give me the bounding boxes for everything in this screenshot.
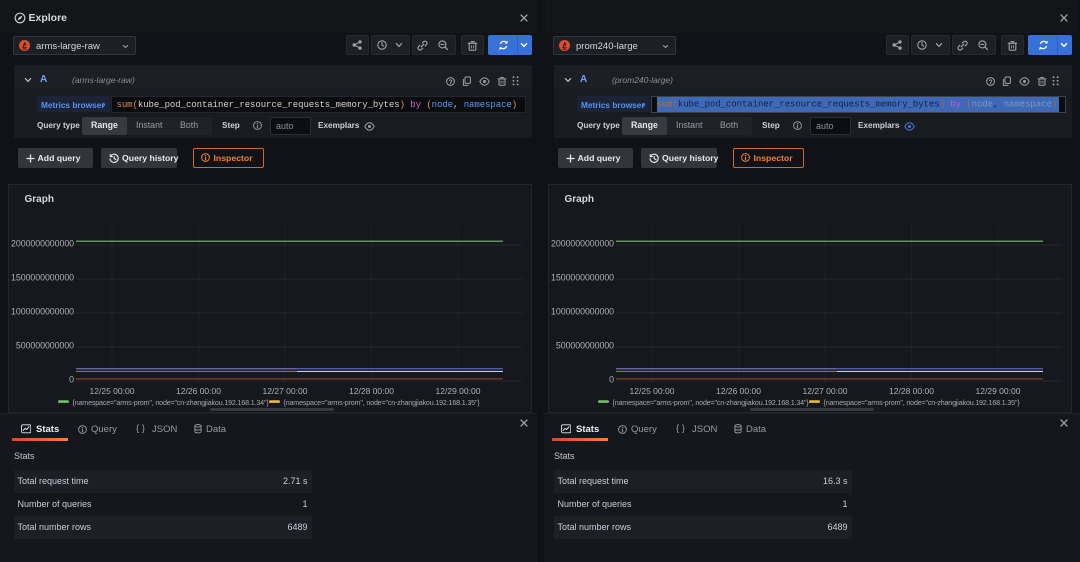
- svg-text:12/25 00:00: 12/25 00:00: [90, 386, 135, 396]
- svg-text:500000000000: 500000000000: [556, 340, 614, 350]
- svg-text:12/28 00:00: 12/28 00:00: [349, 386, 394, 396]
- svg-text:12/29 00:00: 12/29 00:00: [436, 386, 481, 396]
- svg-text:0: 0: [69, 374, 74, 384]
- svg-text:12/25 00:00: 12/25 00:00: [630, 386, 675, 396]
- svg-text:2000000000000: 2000000000000: [11, 238, 74, 248]
- svg-text:1500000000000: 1500000000000: [11, 272, 74, 282]
- svg-text:0: 0: [609, 374, 614, 384]
- svg-text:12/27 00:00: 12/27 00:00: [263, 386, 308, 396]
- svg-text:{namespace="arms-prom", node=": {namespace="arms-prom", node="cn-zhangji…: [284, 399, 481, 407]
- svg-text:12/29 00:00: 12/29 00:00: [976, 386, 1021, 396]
- svg-text:{namespace="arms-prom", node=": {namespace="arms-prom", node="cn-zhangji…: [824, 399, 1021, 407]
- svg-text:{namespace="arms-prom", node=": {namespace="arms-prom", node="cn-zhangji…: [73, 399, 270, 407]
- svg-text:500000000000: 500000000000: [16, 340, 74, 350]
- svg-text:12/28 00:00: 12/28 00:00: [889, 386, 934, 396]
- svg-text:12/26 00:00: 12/26 00:00: [716, 386, 761, 396]
- svg-text:1500000000000: 1500000000000: [551, 272, 614, 282]
- svg-text:12/26 00:00: 12/26 00:00: [176, 386, 221, 396]
- svg-text:1000000000000: 1000000000000: [551, 306, 614, 316]
- svg-text:{namespace="arms-prom", node=": {namespace="arms-prom", node="cn-zhangji…: [613, 399, 810, 407]
- svg-text:1000000000000: 1000000000000: [11, 306, 74, 316]
- svg-text:12/27 00:00: 12/27 00:00: [803, 386, 848, 396]
- svg-text:2000000000000: 2000000000000: [551, 238, 614, 248]
